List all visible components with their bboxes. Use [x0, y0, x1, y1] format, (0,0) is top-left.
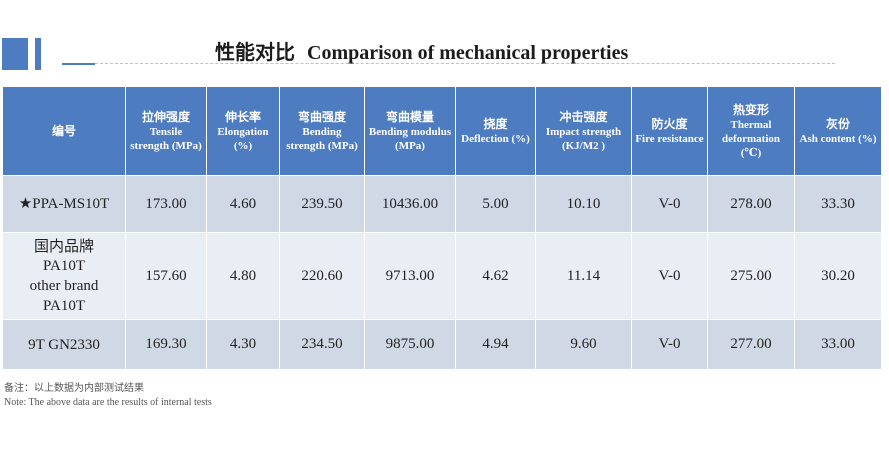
- page-title-en: Comparison of mechanical properties: [307, 42, 629, 64]
- product-name-cell: 9T GN2330: [2, 319, 126, 370]
- column-header-en: Bending strength (MPa): [286, 125, 358, 152]
- title-dashed-divider: [95, 63, 835, 64]
- product-name-line: 国内品牌: [33, 237, 94, 255]
- column-header-9: 灰份 Ash content (%): [794, 86, 882, 176]
- value-cell: 169.30: [125, 319, 207, 370]
- value-cell: 278.00: [707, 175, 795, 233]
- column-header-8: 热变形 Thermal deformation (℃): [707, 86, 795, 176]
- table-header-row: 编号 拉伸强度 Tensile strength (MPa) 伸长率 Elongatio…: [2, 86, 882, 176]
- table-row: 国内品牌 PA10T other brand PA10T 157.60 4.80 220.6…: [2, 232, 882, 320]
- page-title-zh: 性能对比: [215, 40, 295, 64]
- column-header-en: Ash content (%): [799, 132, 877, 145]
- column-header-zh: 伸长率: [224, 109, 261, 124]
- value-cell: 9713.00: [364, 232, 456, 320]
- product-name-line: PA10T: [43, 258, 85, 274]
- table-row: 9T GN2330 169.30 4.30 234.50 9875.00 4.94 9.60…: [2, 319, 882, 370]
- column-header-zh: 弯曲模量: [385, 109, 434, 124]
- column-header-en: Deflection (%): [461, 132, 530, 145]
- value-cell: 33.00: [794, 319, 882, 370]
- column-header-3: 弯曲强度 Bending strength (MPa): [279, 86, 365, 176]
- product-name-line: other brand: [29, 278, 99, 294]
- properties-table: 编号 拉伸强度 Tensile strength (MPa) 伸长率 Elongatio…: [2, 86, 882, 370]
- column-header-7: 防火度 Fire resistance: [631, 86, 708, 176]
- column-header-4: 弯曲模量 Bending modulus (MPa): [364, 86, 456, 176]
- title-accent-block: [2, 38, 28, 70]
- column-header-en: Tensile strength (MPa): [130, 125, 202, 152]
- product-name-cell: 国内品牌 PA10T other brand PA10T: [2, 232, 126, 320]
- value-cell: 11.14: [535, 232, 632, 320]
- column-header-0: 编号: [2, 86, 126, 176]
- product-name-line: ★PPA-MS10T: [18, 196, 110, 212]
- column-header-zh: 防火度: [651, 116, 688, 131]
- column-header-zh: 冲击强度: [559, 109, 608, 124]
- product-name-line: PA10T: [43, 298, 85, 314]
- column-header-zh: 挠度: [483, 116, 508, 131]
- value-cell: 4.30: [206, 319, 280, 370]
- section-title-bar: 性能对比 Comparison of mechanical properties: [0, 32, 889, 72]
- value-cell: 33.30: [794, 175, 882, 233]
- footnote: 备注：以上数据为内部测试结果 Note: The above data are …: [4, 382, 212, 410]
- column-header-6: 冲击强度 Impact strength (KJ/M2 ): [535, 86, 632, 176]
- value-cell: 173.00: [125, 175, 207, 233]
- column-header-zh: 热变形: [732, 102, 769, 117]
- value-cell: 5.00: [455, 175, 536, 233]
- footnote-zh: 备注：以上数据为内部测试结果: [4, 383, 144, 394]
- product-name-cell: ★PPA-MS10T: [2, 175, 126, 233]
- value-cell: 9875.00: [364, 319, 456, 370]
- value-cell: 30.20: [794, 232, 882, 320]
- value-cell: 10.10: [535, 175, 632, 233]
- product-name-line: 9T GN2330: [28, 336, 100, 353]
- column-header-5: 挠度 Deflection (%): [455, 86, 536, 176]
- footnote-en: Note: The above data are the results of …: [4, 397, 212, 408]
- column-header-en: Elongation (%): [217, 125, 269, 152]
- column-header-en: Bending modulus (MPa): [368, 125, 452, 152]
- value-cell: V-0: [631, 319, 708, 370]
- column-header-en: Fire resistance: [635, 132, 704, 145]
- value-cell: 157.60: [125, 232, 207, 320]
- value-cell: 10436.00: [364, 175, 456, 233]
- title-accent-bar: [35, 38, 41, 70]
- value-cell: 239.50: [279, 175, 365, 233]
- page-title: 性能对比 Comparison of mechanical properties: [215, 36, 628, 65]
- value-cell: 4.80: [206, 232, 280, 320]
- value-cell: 275.00: [707, 232, 795, 320]
- table-row: ★PPA-MS10T 173.00 4.60 239.50 10436.00 5.00 10…: [2, 175, 882, 233]
- value-cell: 9.60: [535, 319, 632, 370]
- column-header-zh: 弯曲强度: [297, 109, 346, 124]
- value-cell: 234.50: [279, 319, 365, 370]
- column-header-2: 伸长率 Elongation (%): [206, 86, 280, 176]
- value-cell: 4.60: [206, 175, 280, 233]
- column-header-zh: 拉伸强度: [141, 109, 190, 124]
- value-cell: 277.00: [707, 319, 795, 370]
- column-header-en: Impact strength (KJ/M2 ): [545, 125, 622, 152]
- value-cell: 220.60: [279, 232, 365, 320]
- value-cell: V-0: [631, 232, 708, 320]
- value-cell: V-0: [631, 175, 708, 233]
- column-header-zh: 灰份: [825, 116, 850, 131]
- column-header-en: Thermal deformation (℃): [721, 118, 781, 159]
- value-cell: 4.94: [455, 319, 536, 370]
- value-cell: 4.62: [455, 232, 536, 320]
- column-header-1: 拉伸强度 Tensile strength (MPa): [125, 86, 207, 176]
- title-underline: [62, 63, 95, 65]
- column-header-zh: 编号: [51, 123, 76, 138]
